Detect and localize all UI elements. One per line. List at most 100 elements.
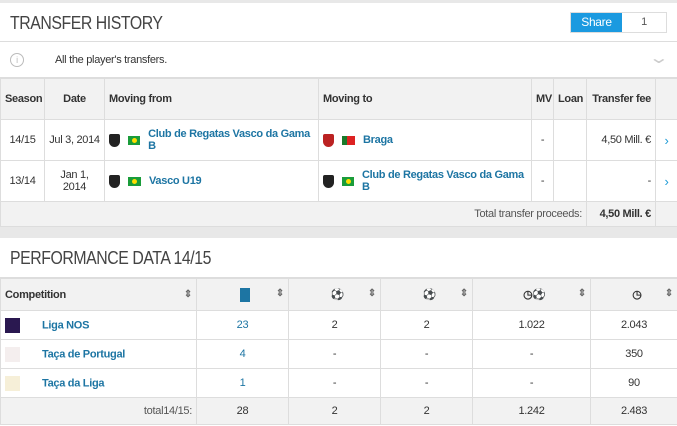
section-title: TRANSFER HISTORY	[10, 13, 163, 33]
minutes: 2.043	[590, 310, 677, 340]
total-label: Total transfer proceeds:	[0, 201, 587, 227]
total-assists: 2	[380, 397, 473, 425]
assists-icon: ⚽	[422, 289, 437, 301]
col-minutes[interactable]: ◷ ⇕	[590, 278, 677, 311]
minutes: 350	[590, 339, 677, 369]
brazil-flag-icon	[341, 176, 354, 186]
apps-link[interactable]: 23	[236, 319, 249, 331]
sort-icon[interactable]: ⇕	[664, 288, 673, 299]
competition-link[interactable]: Taça da Liga	[42, 376, 105, 389]
assists: 2	[380, 310, 473, 340]
transfer-table: Season Date Moving from Moving to MV Loa…	[0, 78, 677, 227]
min-per-goal: -	[472, 368, 591, 398]
date: Jan 1, 2014	[44, 160, 105, 202]
mv: -	[531, 160, 554, 202]
brazil-flag-icon	[128, 176, 141, 186]
apps-link[interactable]: 1	[239, 377, 246, 389]
vasco-crest-icon	[323, 174, 334, 188]
club-link[interactable]: Club de Regatas Vasco da Gama B	[148, 128, 310, 152]
vasco-crest-icon	[109, 133, 120, 147]
total-goals: 2	[288, 397, 381, 425]
col-appearances[interactable]: ⇕	[196, 278, 289, 311]
info-icon: i	[10, 53, 24, 67]
appearances-icon	[240, 287, 251, 302]
chevron-right-icon[interactable]: ›	[655, 160, 677, 202]
col-date: Date	[44, 78, 105, 120]
col-minutes-per-goal[interactable]: ◷⚽ ⇕	[472, 278, 591, 311]
col-label: Competition	[5, 288, 66, 301]
portugal-flag-icon	[342, 135, 355, 145]
performance-header: PERFORMANCE DATA 14/15	[0, 238, 677, 278]
club-link[interactable]: Braga	[363, 134, 393, 146]
assists: -	[380, 339, 473, 369]
share-count: 1	[641, 16, 647, 28]
transfer-history-box: TRANSFER HISTORY Share 1 i All the playe…	[0, 3, 677, 227]
col-moving-from: Moving from	[104, 78, 319, 120]
loan	[553, 119, 587, 161]
total-minutes: 2.483	[590, 397, 677, 425]
minutes-per-goal-icon: ◷⚽	[523, 289, 546, 301]
sort-icon[interactable]: ⇕	[183, 288, 192, 300]
col-moving-to: Moving to	[318, 78, 532, 120]
total-label: total14/15:	[0, 397, 197, 425]
club-link[interactable]: Vasco U19	[149, 175, 202, 187]
col-transfer-fee: Transfer fee	[586, 78, 656, 120]
chevron-down-icon[interactable]: ⌄	[647, 50, 669, 67]
loan	[553, 160, 587, 202]
sort-icon[interactable]: ⇕	[577, 288, 586, 299]
total-min-per-goal: 1.242	[472, 397, 591, 425]
col-loan: Loan	[553, 78, 587, 120]
total-row: total14/15: 28 2 2 1.242 2.483	[0, 397, 677, 425]
season: 13/14	[0, 160, 45, 202]
taca-de-portugal-logo-icon	[5, 346, 20, 362]
table-row: Liga NOS 23 2 2 1.022 2.043	[0, 310, 677, 340]
min-per-goal: -	[472, 339, 591, 369]
assists: -	[380, 368, 473, 398]
info-row[interactable]: i All the player's transfers. ⌄	[0, 42, 677, 78]
mv: -	[531, 119, 554, 161]
table-row: Taça da Liga 1 - - - 90	[0, 368, 677, 398]
sort-icon[interactable]: ⇕	[459, 288, 468, 299]
table-row[interactable]: 13/14 Jan 1, 2014 Vasco U19 Club de Rega…	[0, 160, 677, 202]
info-text: All the player's transfers.	[55, 54, 167, 66]
competition-link[interactable]: Taça de Portugal	[42, 347, 126, 360]
minutes-played-icon: ◷	[632, 289, 642, 301]
share-button[interactable]: Share	[571, 13, 622, 32]
goals-icon: ⚽	[330, 289, 345, 301]
col-competition[interactable]: Competition ⇕	[0, 278, 197, 311]
club-link[interactable]: Club de Regatas Vasco da Gama B	[361, 169, 524, 193]
goals: 2	[288, 310, 381, 340]
col-arrow	[655, 78, 677, 120]
total-row: Total transfer proceeds: 4,50 Mill. €	[0, 201, 677, 227]
sort-icon[interactable]: ⇕	[367, 288, 376, 299]
sort-icon[interactable]: ⇕	[275, 287, 284, 299]
competition-link[interactable]: Liga NOS	[42, 318, 90, 331]
apps-link[interactable]: 4	[239, 348, 246, 360]
col-assists[interactable]: ⚽ ⇕	[380, 278, 473, 311]
share-widget[interactable]: Share 1	[570, 12, 667, 33]
minutes: 90	[590, 368, 677, 398]
goals: -	[288, 339, 381, 369]
col-goals[interactable]: ⚽ ⇕	[288, 278, 381, 311]
season: 14/15	[0, 119, 45, 161]
table-row[interactable]: 14/15 Jul 3, 2014 Club de Regatas Vasco …	[0, 119, 677, 161]
fee: 4,50 Mill. €	[586, 119, 656, 161]
fee: -	[586, 160, 656, 202]
performance-table: Competition ⇕ ⇕ ⚽ ⇕ ⚽ ⇕ ◷⚽ ⇕ ◷ ⇕ Liga NOS 23 …	[0, 278, 677, 425]
table-row: Taça de Portugal 4 - - - 350	[0, 339, 677, 369]
total-apps: 28	[196, 397, 289, 425]
min-per-goal: 1.022	[472, 310, 591, 340]
taca-da-liga-logo-icon	[5, 375, 20, 391]
chevron-right-icon[interactable]: ›	[655, 119, 677, 161]
liga-nos-logo-icon	[5, 317, 20, 333]
performance-box: PERFORMANCE DATA 14/15 Competition ⇕ ⇕ ⚽ ⇕…	[0, 238, 677, 426]
total-value: 4,50 Mill. €	[586, 201, 656, 227]
goals: -	[288, 368, 381, 398]
vasco-crest-icon	[109, 174, 120, 188]
braga-crest-icon	[323, 133, 334, 147]
transfer-history-header: TRANSFER HISTORY Share 1	[0, 3, 677, 42]
col-mv: MV	[531, 78, 554, 120]
brazil-flag-icon	[127, 135, 141, 145]
date: Jul 3, 2014	[44, 119, 105, 161]
col-season: Season	[0, 78, 45, 120]
